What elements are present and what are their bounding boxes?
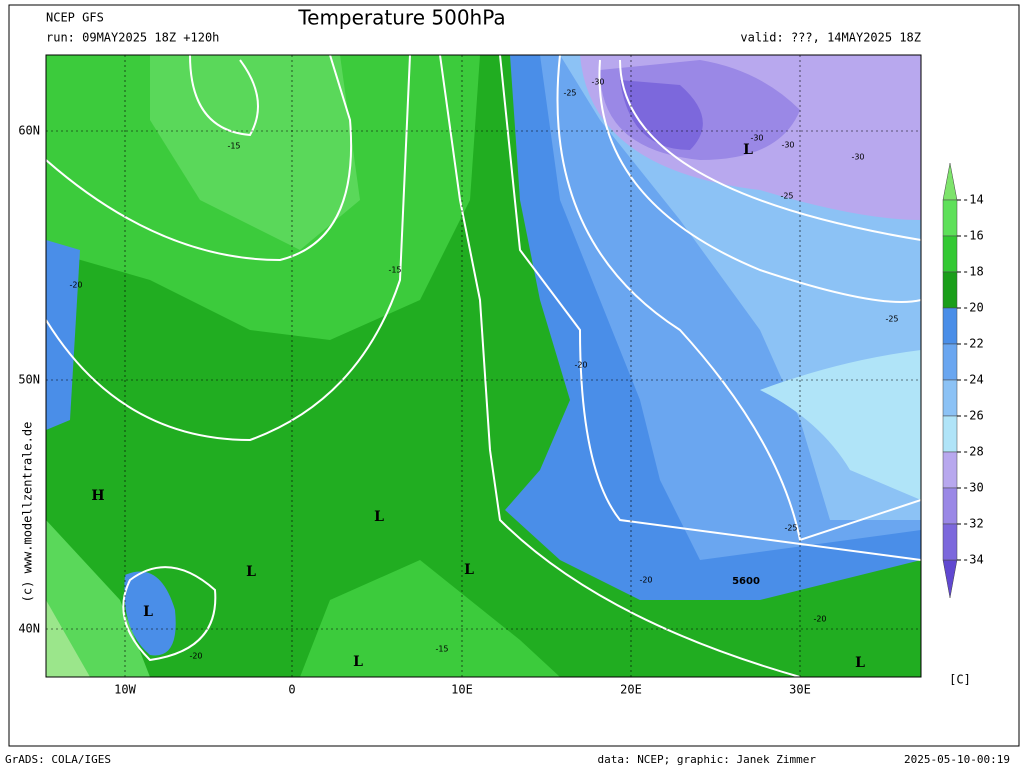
colorbar-segment (942, 487, 958, 525)
contour-label: -20 (189, 652, 202, 661)
colorbar-segment (942, 415, 958, 453)
colorbar-label: -32 (962, 517, 984, 531)
graticule (46, 55, 921, 677)
valid: valid: ???, 14MAY2025 18Z (740, 31, 921, 45)
lat-label: 60N (18, 124, 40, 138)
contour-label: -30 (750, 134, 763, 143)
run: run: 09MAY2025 18Z +120h (46, 31, 219, 45)
lon-label: 10E (451, 683, 473, 697)
contour-label: -30 (851, 153, 864, 162)
lat-label: 40N (18, 622, 40, 636)
colorbar-segment (942, 307, 958, 345)
unit: [C] (949, 673, 971, 687)
colorbar-label: -18 (962, 265, 984, 279)
contour-label: -15 (435, 645, 448, 654)
pressure-center: L (246, 564, 256, 580)
map-border (45, 54, 922, 678)
contour-label: -20 (813, 615, 826, 624)
lon-label: 20E (620, 683, 642, 697)
colorbar-label: -30 (962, 481, 984, 495)
software: GrADS: COLA/IGES (5, 753, 111, 766)
map: -30 -25 -15 -30 -30 -30 -25 -20 -15 -25 … (18, 54, 922, 697)
pressure-center: L (743, 142, 753, 158)
colorbar-label: -14 (962, 193, 984, 207)
colorbar-label: -26 (962, 409, 984, 423)
pressure-center: L (143, 604, 153, 620)
pressure-center: L (855, 655, 865, 671)
pressure-center: H (91, 488, 104, 504)
pressure-center: L (464, 562, 474, 578)
contour-label: -25 (784, 524, 797, 533)
lon-label: 10W (114, 683, 136, 697)
pressure-center: L (374, 509, 384, 525)
contour-label: -25 (885, 315, 898, 324)
colorbar-label: -20 (962, 301, 984, 315)
lon-label: 0 (288, 683, 295, 697)
contour-label: -20 (69, 281, 82, 290)
pressure-centers: L H L L L L L L (91, 142, 865, 671)
title: Temperature 500hPa (297, 6, 505, 30)
model: NCEP GFS (46, 11, 104, 25)
contour-labels: -30 -25 -15 -30 -30 -30 -25 -20 -15 -25 … (69, 78, 898, 661)
colorbar-label: -28 (962, 445, 984, 459)
colorbar-segment (942, 451, 958, 489)
contour-label: -15 (388, 266, 401, 275)
contour-label: -25 (780, 192, 793, 201)
colorbar-label: -22 (962, 337, 984, 351)
contour-label: 5600 (732, 576, 760, 587)
colorbar-segment (942, 343, 958, 381)
colorbar-label: -16 (962, 229, 984, 243)
contour-label: -20 (574, 361, 587, 370)
lat-label: 50N (18, 373, 40, 387)
credit: (c) www.modellzentrale.de (21, 422, 35, 603)
lon-label: 30E (789, 683, 811, 697)
colorbar-segment (942, 523, 958, 561)
colorbar: -14 -16 -18 -20 -22 -24 -26 -28 -30 -32 -34 (942, 162, 984, 599)
contour-label: -30 (781, 141, 794, 150)
contour-label: -15 (227, 142, 240, 151)
source: data: NCEP; graphic: Janek Zimmer (597, 753, 816, 766)
contour-label: -25 (563, 89, 576, 98)
colorbar-label: -24 (962, 373, 984, 387)
contour-label: -20 (639, 576, 652, 585)
colorbar-segment (942, 271, 958, 309)
colorbar-segment (942, 379, 958, 417)
contour-label: -30 (591, 78, 604, 87)
colorbar-label: -34 (962, 553, 984, 567)
colorbar-segment (942, 235, 958, 273)
timestamp: 2025-05-10-00:19 (904, 753, 1010, 766)
colorbar-segment (942, 199, 958, 237)
pressure-center: L (353, 654, 363, 670)
